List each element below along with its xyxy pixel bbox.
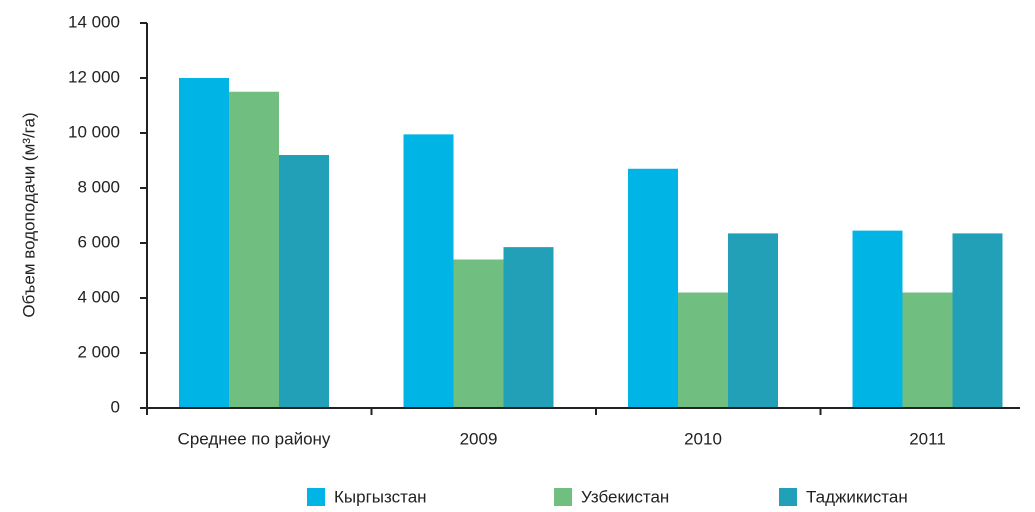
legend-swatch bbox=[779, 488, 797, 506]
legend-label: Узбекистан bbox=[581, 487, 669, 506]
legend-swatch bbox=[554, 488, 572, 506]
x-tick-label: 2011 bbox=[909, 429, 946, 448]
y-axis-label: Объем водоподачи (м³/га) bbox=[19, 112, 38, 317]
x-tick-label: 2009 bbox=[460, 429, 498, 448]
y-tick-label: 10 000 bbox=[68, 122, 120, 141]
bar bbox=[279, 155, 329, 408]
bar bbox=[229, 91, 279, 408]
y-tick-label: 12 000 bbox=[68, 67, 120, 86]
y-tick-label: 2 000 bbox=[77, 342, 120, 361]
bar bbox=[902, 292, 953, 408]
bar bbox=[952, 233, 1003, 408]
legend-label: Таджикистан bbox=[806, 487, 908, 506]
bar bbox=[678, 292, 728, 408]
y-tick-label: 4 000 bbox=[77, 287, 120, 306]
legend-swatch bbox=[307, 488, 325, 506]
x-tick-label: Среднее по району bbox=[178, 429, 331, 448]
y-tick-label: 14 000 bbox=[68, 12, 120, 31]
legend-label: Кыргызстан bbox=[334, 487, 427, 506]
bar bbox=[628, 168, 678, 408]
x-tick-label: 2010 bbox=[684, 429, 722, 448]
bar bbox=[503, 247, 554, 408]
y-tick-label: 6 000 bbox=[77, 232, 120, 251]
bar bbox=[453, 259, 504, 408]
y-tick-label: 8 000 bbox=[77, 177, 120, 196]
y-tick-label: 0 bbox=[111, 397, 120, 416]
bar bbox=[728, 233, 778, 408]
bar bbox=[179, 78, 229, 408]
bar bbox=[852, 230, 903, 408]
bar bbox=[403, 134, 454, 408]
